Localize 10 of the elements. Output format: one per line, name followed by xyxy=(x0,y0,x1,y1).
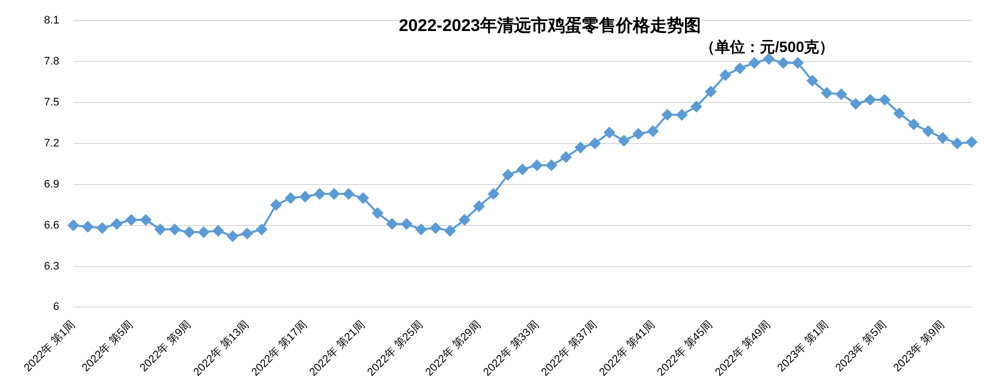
y-tick-label: 8.1 xyxy=(44,14,60,27)
y-tick-label: 6.3 xyxy=(44,260,60,272)
chart-title: 2022-2023年清远市鸡蛋零售价格走势图 xyxy=(398,16,702,35)
y-tick-label: 7.2 xyxy=(44,137,60,150)
y-tick-label: 7.8 xyxy=(44,56,60,68)
y-tick-label: 7.5 xyxy=(44,96,60,109)
y-tick-label: 6.9 xyxy=(44,178,60,190)
text: （单位：元/500克） xyxy=(700,38,834,57)
y-tick-label: 6.6 xyxy=(44,219,60,232)
y-tick-label: 6 xyxy=(53,301,60,314)
